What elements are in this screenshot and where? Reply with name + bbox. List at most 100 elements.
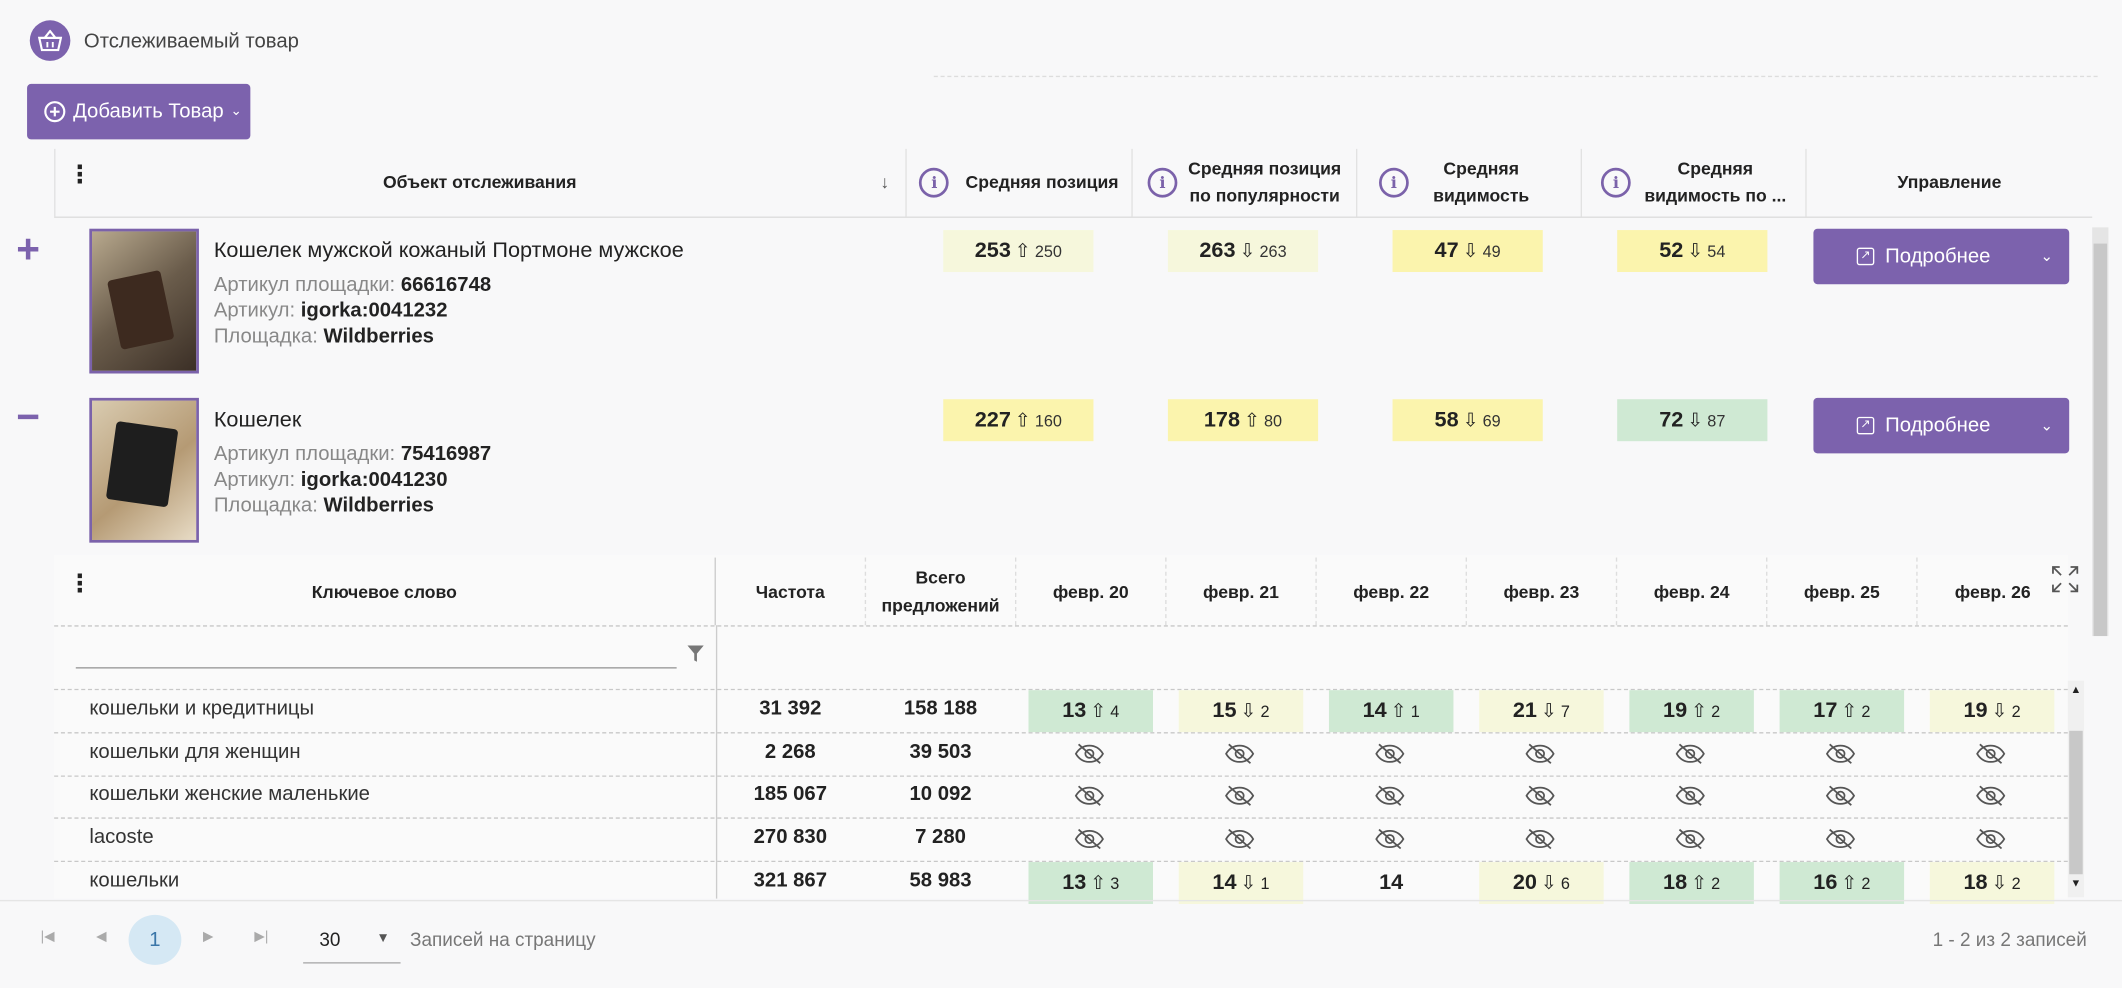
hidden-eye-icon (1525, 785, 1557, 807)
metric-cell: 178 ⇧ 80 (1167, 399, 1319, 442)
col-object[interactable]: Объект отслеживания ↓ (54, 148, 907, 217)
col-frequency[interactable]: Частота (716, 557, 867, 626)
fullscreen-icon[interactable] (2052, 566, 2079, 600)
arrow-up-icon: ⇧ (1090, 699, 1107, 722)
col-date[interactable]: февр. 26 (1954, 581, 2031, 602)
hidden-eye-icon (1976, 743, 2008, 765)
expand-toggle[interactable]: + (16, 227, 40, 273)
arrow-up-icon: ⇧ (1841, 871, 1858, 894)
col-date[interactable]: февр. 20 (1016, 557, 1167, 626)
page-button[interactable]: 1 (128, 914, 182, 965)
scroll-up-icon[interactable]: ▲ (2070, 683, 2082, 696)
offers-value: 58 983 (909, 868, 972, 892)
col-date[interactable]: февр. 24 (1617, 557, 1768, 626)
arrow-up-icon: ⇧ (1841, 699, 1858, 722)
metric-cell: 72 ⇩ 87 (1617, 399, 1768, 442)
position-cell: 20 ⇩ 6 (1479, 862, 1604, 905)
scroll-down-icon[interactable]: ▼ (2070, 876, 2082, 890)
product-image (89, 397, 199, 543)
position-cell: 13 ⇧ 4 (1028, 690, 1154, 733)
position-cell: 15 ⇩ 2 (1178, 690, 1304, 733)
keyword-filter-input[interactable] (75, 667, 677, 669)
metric-cell: 263 ⇩ 263 (1167, 230, 1319, 273)
external-link-icon: ↗ (1856, 416, 1875, 435)
sort-down-icon[interactable]: ↓ (880, 171, 890, 193)
hidden-eye-icon (1074, 828, 1107, 850)
position-cell: 18 ⇧ 2 (1629, 862, 1754, 905)
metric-cell: 253 ⇧ 250 (943, 230, 1094, 273)
prev-page-icon[interactable]: ◀ (96, 929, 107, 945)
basket-icon (29, 20, 71, 61)
arrow-down-icon: ⇩ (1991, 871, 2008, 894)
hidden-eye-icon (1675, 785, 1707, 807)
page-size-select[interactable]: 30 ▼ (303, 915, 401, 964)
hidden-eye-icon (1825, 743, 1858, 765)
frequency-value: 2 268 (764, 740, 816, 764)
col-date[interactable]: февр. 21 (1167, 557, 1317, 626)
col-date[interactable]: февр. 25 (1767, 557, 1918, 626)
chevron-down-icon[interactable]: ⌄ (2040, 249, 2053, 266)
external-link-icon: ↗ (1856, 247, 1875, 266)
add-product-button[interactable]: Добавить Товар ⌄ (27, 83, 251, 140)
offers-value: 158 188 (903, 696, 978, 720)
col-manage[interactable]: Управление (1897, 171, 2002, 193)
next-page-icon[interactable]: ▶ (202, 929, 214, 945)
last-page-icon[interactable]: ▶| (254, 929, 269, 945)
col-keyword[interactable]: Ключевое слово (54, 557, 716, 626)
arrow-down-icon: ⇩ (1240, 871, 1257, 894)
col-date[interactable]: февр. 22 (1317, 557, 1467, 626)
page-title: Отслеживаемый товар (83, 29, 299, 53)
first-page-icon[interactable]: |◀ (40, 929, 55, 945)
info-icon[interactable]: i (1378, 167, 1409, 198)
info-icon[interactable]: i (1601, 167, 1631, 198)
keyword-text: кошельки и кредитницы (89, 696, 315, 720)
col-date[interactable]: февр. 23 (1467, 557, 1618, 626)
filter-icon[interactable] (686, 644, 705, 670)
hidden-eye-icon (1825, 785, 1858, 807)
hidden-eye-icon (1525, 828, 1557, 850)
hidden-eye-icon (1074, 785, 1107, 807)
product-name[interactable]: Кошелек (213, 408, 302, 432)
product-image (89, 228, 199, 374)
offers-value: 7 280 (915, 825, 966, 849)
hidden-eye-icon (1976, 828, 2008, 850)
per-page-label: Записей на страницу (410, 928, 596, 951)
keyword-text: кошельки для женщин (89, 740, 301, 764)
col-offers[interactable]: Всего предложений (866, 557, 1017, 626)
offers-value: 39 503 (909, 740, 972, 764)
position-cell: 14 ⇧ 1 (1328, 690, 1454, 733)
hidden-eye-icon (1375, 828, 1407, 850)
position-cell: 18 ⇩ 2 (1929, 862, 2055, 905)
col-avg-pos[interactable]: i Средняя позиция (907, 148, 1133, 217)
plus-circle-icon (44, 101, 66, 123)
hidden-eye-icon (1825, 828, 1858, 850)
chevron-down-icon[interactable]: ⌄ (2040, 418, 2053, 435)
position-cell: 14 (1379, 870, 1404, 894)
frequency-value: 185 067 (753, 782, 828, 806)
frequency-value: 31 392 (759, 696, 822, 720)
keyword-text: кошельки женские маленькие (89, 782, 370, 806)
page-header: Отслеживаемый товар (29, 20, 299, 61)
hidden-eye-icon (1375, 743, 1407, 765)
hidden-eye-icon (1074, 743, 1107, 765)
col-avg-pos-pop[interactable]: i Средняя позиция по популярности (1133, 148, 1358, 217)
position-cell: 21 ⇩ 7 (1479, 690, 1604, 733)
collapse-toggle[interactable]: − (16, 395, 40, 440)
info-icon[interactable]: i (919, 167, 950, 198)
col-visibility-pop[interactable]: i Средняя видимость по ... (1582, 148, 1807, 217)
metric-cell: 227 ⇧ 160 (943, 399, 1094, 442)
arrow-up-icon: ⇧ (1090, 871, 1107, 894)
col-visibility[interactable]: i Средняя видимость (1357, 148, 1583, 217)
arrow-down-icon: ⇩ (1991, 699, 2008, 722)
records-summary: 1 - 2 из 2 записей (1932, 928, 2087, 951)
details-button[interactable]: ↗ Подробнее ⌄ (1813, 228, 2070, 285)
arrow-down-icon: ⇩ (1540, 871, 1557, 894)
hidden-eye-icon (1225, 828, 1257, 850)
product-name[interactable]: Кошелек мужской кожаный Портмоне мужское (213, 239, 684, 263)
hidden-eye-icon (1976, 785, 2008, 807)
hidden-eye-icon (1375, 785, 1407, 807)
chevron-down-icon: ⌄ (230, 104, 242, 120)
details-button[interactable]: ↗ Подробнее ⌄ (1813, 397, 2070, 454)
info-icon[interactable]: i (1147, 167, 1178, 198)
position-cell: 19 ⇧ 2 (1629, 690, 1754, 733)
